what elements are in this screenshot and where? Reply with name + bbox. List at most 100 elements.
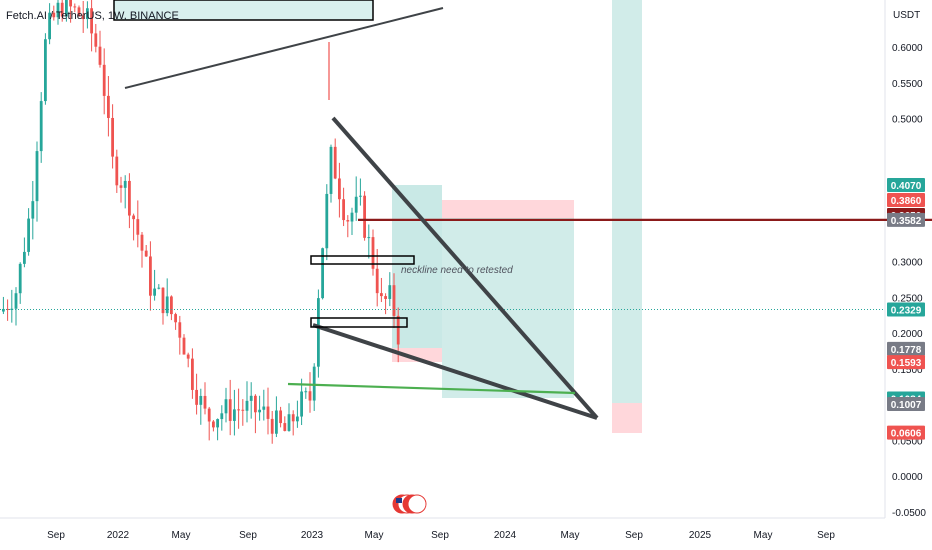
- candle-body: [304, 391, 308, 393]
- candle-body: [367, 237, 371, 239]
- candle-body: [346, 220, 350, 222]
- price-tag-label: 0.2329: [891, 305, 922, 316]
- candle-body: [199, 395, 203, 405]
- price-tag: [887, 396, 925, 411]
- x-tick-label: Sep: [47, 530, 65, 541]
- candle-body: [333, 146, 337, 179]
- candle-body: [52, 12, 56, 18]
- candle-body: [31, 201, 35, 219]
- candle-body: [18, 263, 22, 294]
- candle-body: [90, 8, 93, 34]
- x-tick-label: 2025: [689, 530, 712, 541]
- candle-body: [102, 64, 106, 96]
- short-loss-zone: [442, 200, 574, 218]
- candle-body: [233, 409, 236, 421]
- candle-body: [384, 296, 387, 299]
- price-tag-label: 0.4070: [891, 181, 922, 192]
- candle-body: [35, 151, 39, 202]
- candle-body: [249, 395, 253, 401]
- us-flag-icon: [392, 494, 427, 514]
- x-tick-label: May: [172, 530, 191, 541]
- retest-box: [310, 317, 408, 328]
- candle-body: [270, 418, 274, 434]
- price-tag: [887, 341, 925, 356]
- y-tick-label: 0.6000: [892, 43, 923, 54]
- candle-body: [220, 413, 224, 420]
- candle-body: [275, 410, 278, 434]
- candle-body: [258, 409, 261, 413]
- candle-body: [380, 293, 383, 297]
- candle-body: [224, 399, 228, 414]
- candle-body: [371, 237, 375, 269]
- candle-body: [81, 15, 85, 20]
- x-tick-label: May: [754, 530, 773, 541]
- candle-body: [329, 146, 333, 194]
- candle-body: [23, 251, 26, 264]
- x-axis: Sep 2022 May Sep 2023 May Sep 2024 May Sep 2025 May…: [47, 530, 835, 541]
- candle-body: [396, 315, 400, 345]
- candle-body: [56, 2, 60, 18]
- candle-body: [94, 33, 98, 47]
- candle-body: [342, 199, 345, 221]
- candle-body: [48, 12, 51, 40]
- x-tick-label: Sep: [431, 530, 449, 541]
- x-tick-label: May: [561, 530, 580, 541]
- candle-body: [153, 288, 156, 296]
- candle-body: [317, 298, 320, 367]
- price-tag: [887, 212, 925, 227]
- price-tag-label: 0.1007: [891, 400, 922, 411]
- price-tag-label: 0.1778: [891, 345, 922, 356]
- candle-body: [203, 395, 207, 409]
- annotation-text: neckline need to retested: [401, 265, 513, 276]
- candle-body: [186, 354, 190, 359]
- candle-body: [77, 7, 81, 16]
- long-loss-zone: [392, 348, 442, 362]
- candle-body: [165, 296, 169, 314]
- candle-body: [107, 95, 110, 118]
- candle-body: [245, 400, 249, 411]
- candle-body: [300, 391, 303, 417]
- candle-body: [191, 358, 194, 390]
- price-tag: [887, 177, 925, 192]
- candle-body: [128, 180, 131, 216]
- candle-body: [354, 196, 358, 213]
- candle-body: [228, 399, 232, 421]
- x-tick-label: 2022: [107, 530, 130, 541]
- candle-body: [291, 414, 295, 422]
- candle-body: [132, 215, 135, 220]
- candle-body: [119, 185, 123, 188]
- candle-body: [69, 0, 72, 7]
- candle-body: [388, 285, 392, 299]
- wedge-upper-line: [331, 116, 599, 420]
- candle-body: [350, 212, 354, 222]
- y-tick-label: 0.3000: [892, 258, 923, 269]
- candle-body: [287, 414, 291, 431]
- candle-body: [241, 409, 245, 411]
- upper-trendline: [124, 7, 444, 89]
- candles: [2, 0, 400, 444]
- candle-body: [157, 287, 161, 289]
- price-tag-label: 0.3582: [891, 216, 922, 227]
- price-tags: 0.40700.38600.36500.35820.23290.17780.15…: [887, 177, 925, 440]
- zones: [113, 0, 642, 433]
- candle-body: [6, 308, 9, 311]
- candle-body: [73, 6, 77, 8]
- candle-body: [98, 46, 102, 65]
- grid: [0, 0, 886, 519]
- y-tick-label: -0.0500: [892, 508, 926, 519]
- price-tag: [887, 355, 925, 370]
- price-tag-label: 0.3860: [891, 196, 922, 207]
- far-profit-zone: [612, 0, 642, 403]
- candle-body: [254, 395, 257, 413]
- x-tick-label: 2024: [494, 530, 517, 541]
- y-tick-label: 0.0000: [892, 472, 923, 483]
- candle-body: [237, 409, 240, 411]
- y-tick-label: 0.1500: [892, 365, 923, 376]
- candle-body: [212, 421, 215, 428]
- y-tick-label: 0.5000: [892, 115, 923, 126]
- candle-body: [266, 406, 270, 419]
- price-tag-label: 0.1593: [891, 358, 922, 369]
- x-tick-label: Sep: [239, 530, 257, 541]
- y-tick-label: 0.0500: [892, 436, 923, 447]
